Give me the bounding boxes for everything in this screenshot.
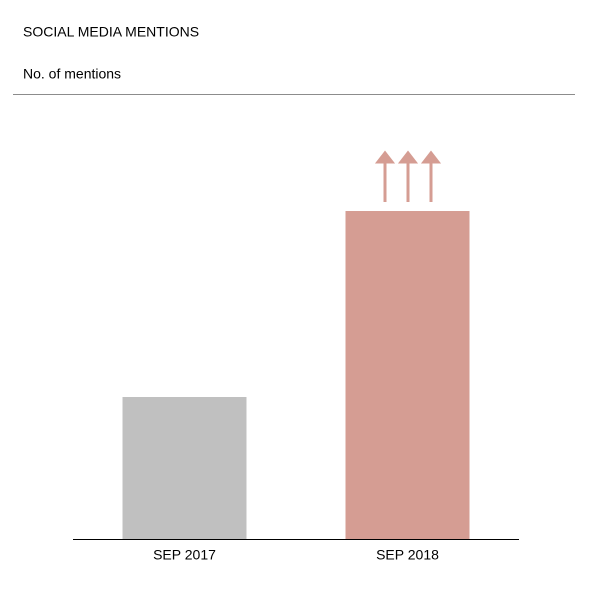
arrow-head: [397, 150, 419, 164]
arrow-head: [420, 150, 442, 164]
increase-arrows: [374, 150, 442, 202]
x-tick-label: SEP 2018: [376, 547, 439, 563]
chart-subtitle: No. of mentions: [23, 66, 121, 82]
x-tick-label: SEP 2017: [153, 547, 216, 563]
chart-title: SOCIAL MEDIA MENTIONS: [23, 24, 199, 40]
arrow-head: [374, 150, 396, 164]
bar: [122, 397, 247, 539]
bar: [345, 211, 470, 539]
